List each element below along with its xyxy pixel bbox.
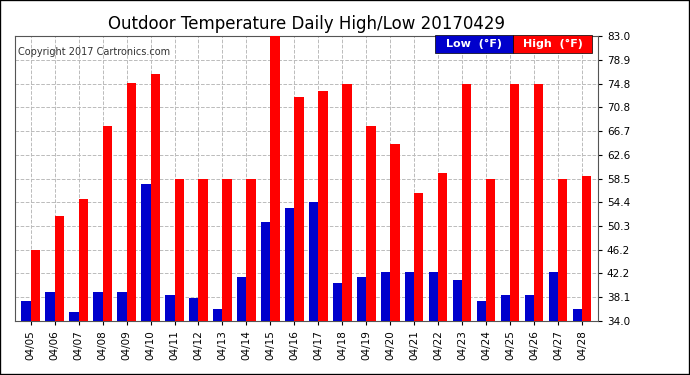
Bar [246, 178, 255, 321]
Bar [391, 144, 400, 321]
Bar [429, 272, 438, 321]
Bar [93, 292, 103, 321]
Title: Outdoor Temperature Daily High/Low 20170429: Outdoor Temperature Daily High/Low 20170… [108, 15, 505, 33]
Bar [438, 173, 448, 321]
Bar [295, 97, 304, 321]
Bar [382, 272, 391, 321]
Bar [55, 216, 63, 321]
Bar [462, 84, 471, 321]
Bar [222, 178, 232, 321]
Bar [213, 309, 222, 321]
Bar [103, 126, 112, 321]
Bar [189, 298, 199, 321]
Bar [534, 84, 544, 321]
Bar [318, 91, 328, 321]
Bar [511, 84, 520, 321]
Bar [150, 74, 159, 321]
Bar [405, 272, 415, 321]
Bar [46, 292, 55, 321]
Bar [141, 184, 150, 321]
Bar [415, 193, 424, 321]
Bar [333, 283, 342, 321]
Bar [286, 208, 295, 321]
Bar [199, 178, 208, 321]
Bar [237, 278, 246, 321]
Bar [582, 176, 591, 321]
Bar [117, 292, 126, 321]
Bar [366, 126, 375, 321]
Bar [486, 178, 495, 321]
Bar [558, 178, 567, 321]
Bar [453, 280, 462, 321]
Bar [549, 272, 558, 321]
Bar [342, 84, 351, 321]
Bar [477, 301, 486, 321]
Bar [175, 178, 184, 321]
Bar [357, 278, 366, 321]
Bar [270, 36, 279, 321]
Bar [21, 301, 30, 321]
Bar [30, 250, 40, 321]
Bar [573, 309, 582, 321]
Bar [70, 312, 79, 321]
Bar [166, 295, 175, 321]
Text: Copyright 2017 Cartronics.com: Copyright 2017 Cartronics.com [18, 47, 170, 57]
Bar [309, 202, 318, 321]
Bar [525, 295, 534, 321]
Bar [79, 199, 88, 321]
Bar [262, 222, 270, 321]
Bar [501, 295, 511, 321]
Bar [126, 82, 136, 321]
